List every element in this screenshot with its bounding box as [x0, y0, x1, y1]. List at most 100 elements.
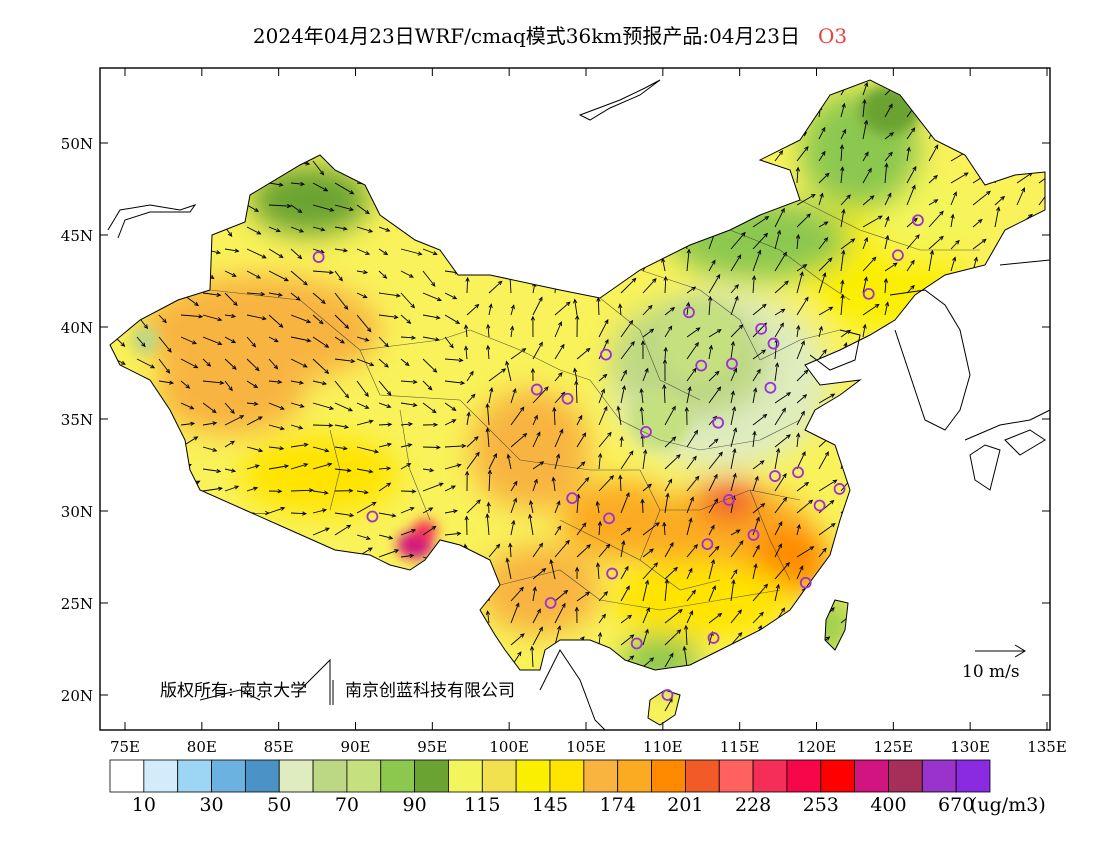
- colorbar-swatch: [718, 759, 754, 793]
- colorbar: [109, 759, 991, 793]
- station-marker: [726, 357, 738, 370]
- colorbar-swatch: [481, 759, 517, 793]
- station-marker: [630, 637, 643, 650]
- colorbar-swatch: [888, 759, 923, 793]
- colorbar-tick-label: 70: [335, 794, 359, 816]
- lat-tick-label: 45N: [61, 227, 93, 245]
- lon-tick-label: 125E: [874, 738, 914, 756]
- lat-axis: 50N 45N 40N 35N 30N 25N 20N: [61, 135, 1050, 705]
- station-marker: [813, 499, 826, 512]
- station-marker: [792, 466, 804, 479]
- station-marker: [701, 538, 714, 551]
- colorbar-swatch: [380, 759, 416, 793]
- station-marker: [712, 416, 725, 429]
- colorbar-swatch: [820, 759, 856, 793]
- lon-axis: 75E 80E 85E 90E 95E 100E 105E 110E 115E 120E 125E 1…: [110, 68, 1067, 756]
- colorbar-swatch: [684, 759, 720, 793]
- colorbar-tick-label: 10: [132, 794, 156, 816]
- lon-tick-label: 85E: [264, 738, 294, 756]
- lat-tick-label: 35N: [61, 411, 93, 429]
- station-marker: [530, 383, 543, 396]
- colorbar-swatch: [244, 759, 280, 793]
- colorbar-tick-label: 253: [803, 794, 839, 816]
- station-marker: [799, 576, 812, 589]
- station-marker: [892, 249, 904, 262]
- station-marker: [561, 392, 574, 405]
- colorbar-swatch: [312, 759, 348, 793]
- colorbar-tick-label: 30: [199, 794, 223, 816]
- colorbar-swatch: [651, 759, 686, 793]
- colorbar-swatch: [583, 759, 619, 793]
- colorbar-swatch: [109, 759, 145, 793]
- title-text: 2024年04月23日WRF/cmaq模式36km预报产品:04月23日: [252, 24, 800, 48]
- colorbar-swatch: [549, 759, 585, 793]
- colorbar-tick-label: 90: [403, 794, 427, 816]
- copyright-text-2: 南京创蓝科技有限公司: [345, 681, 515, 701]
- colorbar-swatch: [515, 759, 551, 793]
- colorbar-tick-label: 115: [464, 794, 500, 816]
- colorbar-swatch: [346, 759, 382, 793]
- lat-tick-label: 40N: [61, 319, 93, 337]
- station-marker: [606, 567, 619, 580]
- station-marker: [683, 306, 695, 319]
- station-marker: [833, 483, 846, 495]
- colorbar-swatch: [955, 759, 991, 793]
- station-marker: [747, 529, 760, 541]
- lon-tick-label: 115E: [720, 738, 760, 756]
- lon-tick-label: 100E: [489, 738, 529, 756]
- station-marker: [544, 597, 557, 609]
- colorbar-tick-label: 174: [600, 794, 636, 816]
- station-marker: [566, 492, 579, 505]
- copyright-text: 版权所有: 南京大学: [160, 681, 307, 701]
- station-marker: [764, 381, 777, 394]
- colorbar-labels: 10 30 50 70 90 115 145 174 201 228 253 400 670: [132, 794, 975, 816]
- station-marker: [767, 337, 780, 350]
- station-marker: [862, 287, 875, 300]
- lat-tick-label: 30N: [61, 503, 93, 521]
- city-stations: [312, 214, 924, 701]
- station-marker: [603, 512, 615, 525]
- colorbar-tick-label: 145: [532, 794, 568, 816]
- colorbar-tick-label: 400: [870, 794, 906, 816]
- lat-tick-label: 25N: [61, 595, 93, 613]
- station-marker: [312, 251, 325, 263]
- station-marker: [366, 510, 379, 523]
- colorbar-tick-label: 228: [735, 794, 771, 816]
- colorbar-swatch: [211, 759, 246, 793]
- station-marker: [769, 470, 781, 482]
- station-marker: [600, 348, 612, 361]
- colorbar-swatch: [414, 759, 449, 793]
- lat-tick-label: 50N: [61, 135, 93, 153]
- lat-tick-label: 20N: [61, 687, 93, 705]
- lon-tick-label: 135E: [1027, 738, 1067, 756]
- station-marker: [640, 425, 652, 438]
- unit-label: (ug/m3): [970, 794, 1046, 816]
- colorbar-swatch: [786, 759, 822, 793]
- station-marker: [723, 494, 735, 506]
- colorbar-swatch: [617, 759, 652, 793]
- lon-tick-label: 80E: [187, 738, 217, 756]
- colorbar-swatch: [448, 759, 483, 793]
- lon-tick-label: 105E: [566, 738, 606, 756]
- map-title: 2024年04月23日WRF/cmaq模式36km预报产品:04月23日 O3: [0, 20, 1100, 49]
- station-marker: [755, 322, 768, 335]
- colorbar-tick-label: 670: [938, 794, 974, 816]
- colorbar-swatch: [177, 759, 212, 793]
- wind-scale-label: 10 m/s: [962, 662, 1020, 682]
- lon-tick-label: 110E: [643, 738, 683, 756]
- station-marker: [912, 214, 924, 227]
- lon-tick-label: 130E: [950, 738, 990, 756]
- colorbar-tick-label: 50: [267, 794, 291, 816]
- lon-tick-label: 95E: [417, 738, 447, 756]
- colorbar-swatch: [854, 759, 889, 793]
- wind-scale-arrow: [975, 644, 1026, 658]
- station-marker: [707, 632, 720, 644]
- station-marker: [661, 689, 674, 701]
- colorbar-swatch: [143, 759, 179, 793]
- colorbar-tick-label: 201: [667, 794, 703, 816]
- colorbar-swatch: [278, 759, 314, 793]
- province-lines: [209, 199, 980, 611]
- boundaries: [107, 79, 1051, 731]
- lon-tick-label: 90E: [340, 738, 370, 756]
